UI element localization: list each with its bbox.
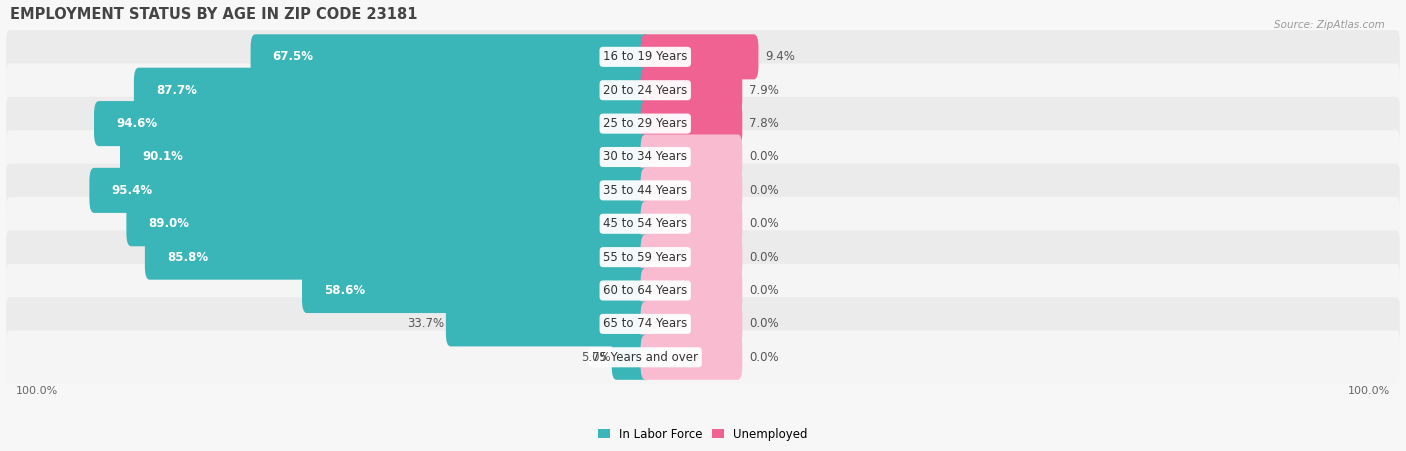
Text: Source: ZipAtlas.com: Source: ZipAtlas.com xyxy=(1274,20,1385,30)
Text: 33.7%: 33.7% xyxy=(408,318,444,331)
FancyBboxPatch shape xyxy=(90,168,650,213)
Text: 5.0%: 5.0% xyxy=(581,351,610,364)
Text: 45 to 54 Years: 45 to 54 Years xyxy=(603,217,688,230)
FancyBboxPatch shape xyxy=(612,335,650,380)
FancyBboxPatch shape xyxy=(641,168,742,213)
FancyBboxPatch shape xyxy=(6,64,1400,117)
Text: EMPLOYMENT STATUS BY AGE IN ZIP CODE 23181: EMPLOYMENT STATUS BY AGE IN ZIP CODE 231… xyxy=(10,7,418,22)
Text: 100.0%: 100.0% xyxy=(1348,386,1391,396)
Legend: In Labor Force, Unemployed: In Labor Force, Unemployed xyxy=(593,423,813,445)
FancyBboxPatch shape xyxy=(6,97,1400,150)
Text: 0.0%: 0.0% xyxy=(749,284,779,297)
FancyBboxPatch shape xyxy=(145,235,650,280)
FancyBboxPatch shape xyxy=(641,34,758,79)
FancyBboxPatch shape xyxy=(641,335,742,380)
FancyBboxPatch shape xyxy=(6,331,1400,384)
FancyBboxPatch shape xyxy=(641,301,742,346)
Text: 60 to 64 Years: 60 to 64 Years xyxy=(603,284,688,297)
Text: 0.0%: 0.0% xyxy=(749,351,779,364)
Text: 95.4%: 95.4% xyxy=(111,184,152,197)
FancyBboxPatch shape xyxy=(6,30,1400,83)
Text: 0.0%: 0.0% xyxy=(749,318,779,331)
Text: 0.0%: 0.0% xyxy=(749,184,779,197)
Text: 75 Years and over: 75 Years and over xyxy=(592,351,699,364)
FancyBboxPatch shape xyxy=(120,134,650,179)
Text: 25 to 29 Years: 25 to 29 Years xyxy=(603,117,688,130)
FancyBboxPatch shape xyxy=(250,34,650,79)
FancyBboxPatch shape xyxy=(127,201,650,246)
FancyBboxPatch shape xyxy=(6,197,1400,250)
FancyBboxPatch shape xyxy=(641,134,742,179)
FancyBboxPatch shape xyxy=(6,130,1400,184)
FancyBboxPatch shape xyxy=(6,297,1400,350)
Text: 0.0%: 0.0% xyxy=(749,151,779,163)
Text: 65 to 74 Years: 65 to 74 Years xyxy=(603,318,688,331)
FancyBboxPatch shape xyxy=(641,101,742,146)
FancyBboxPatch shape xyxy=(6,164,1400,217)
Text: 7.9%: 7.9% xyxy=(749,84,779,97)
FancyBboxPatch shape xyxy=(302,268,650,313)
Text: 0.0%: 0.0% xyxy=(749,217,779,230)
Text: 20 to 24 Years: 20 to 24 Years xyxy=(603,84,688,97)
Text: 94.6%: 94.6% xyxy=(115,117,157,130)
FancyBboxPatch shape xyxy=(641,235,742,280)
Text: 58.6%: 58.6% xyxy=(323,284,366,297)
FancyBboxPatch shape xyxy=(94,101,650,146)
FancyBboxPatch shape xyxy=(134,68,650,113)
Text: 55 to 59 Years: 55 to 59 Years xyxy=(603,251,688,264)
Text: 35 to 44 Years: 35 to 44 Years xyxy=(603,184,688,197)
FancyBboxPatch shape xyxy=(6,230,1400,284)
Text: 67.5%: 67.5% xyxy=(273,51,314,63)
Text: 7.8%: 7.8% xyxy=(749,117,779,130)
Text: 87.7%: 87.7% xyxy=(156,84,197,97)
Text: 85.8%: 85.8% xyxy=(167,251,208,264)
Text: 9.4%: 9.4% xyxy=(765,51,796,63)
FancyBboxPatch shape xyxy=(6,264,1400,317)
FancyBboxPatch shape xyxy=(641,268,742,313)
Text: 100.0%: 100.0% xyxy=(15,386,58,396)
Text: 0.0%: 0.0% xyxy=(749,251,779,264)
FancyBboxPatch shape xyxy=(641,68,742,113)
FancyBboxPatch shape xyxy=(446,301,650,346)
Text: 30 to 34 Years: 30 to 34 Years xyxy=(603,151,688,163)
FancyBboxPatch shape xyxy=(641,201,742,246)
Text: 90.1%: 90.1% xyxy=(142,151,183,163)
Text: 16 to 19 Years: 16 to 19 Years xyxy=(603,51,688,63)
Text: 89.0%: 89.0% xyxy=(149,217,190,230)
